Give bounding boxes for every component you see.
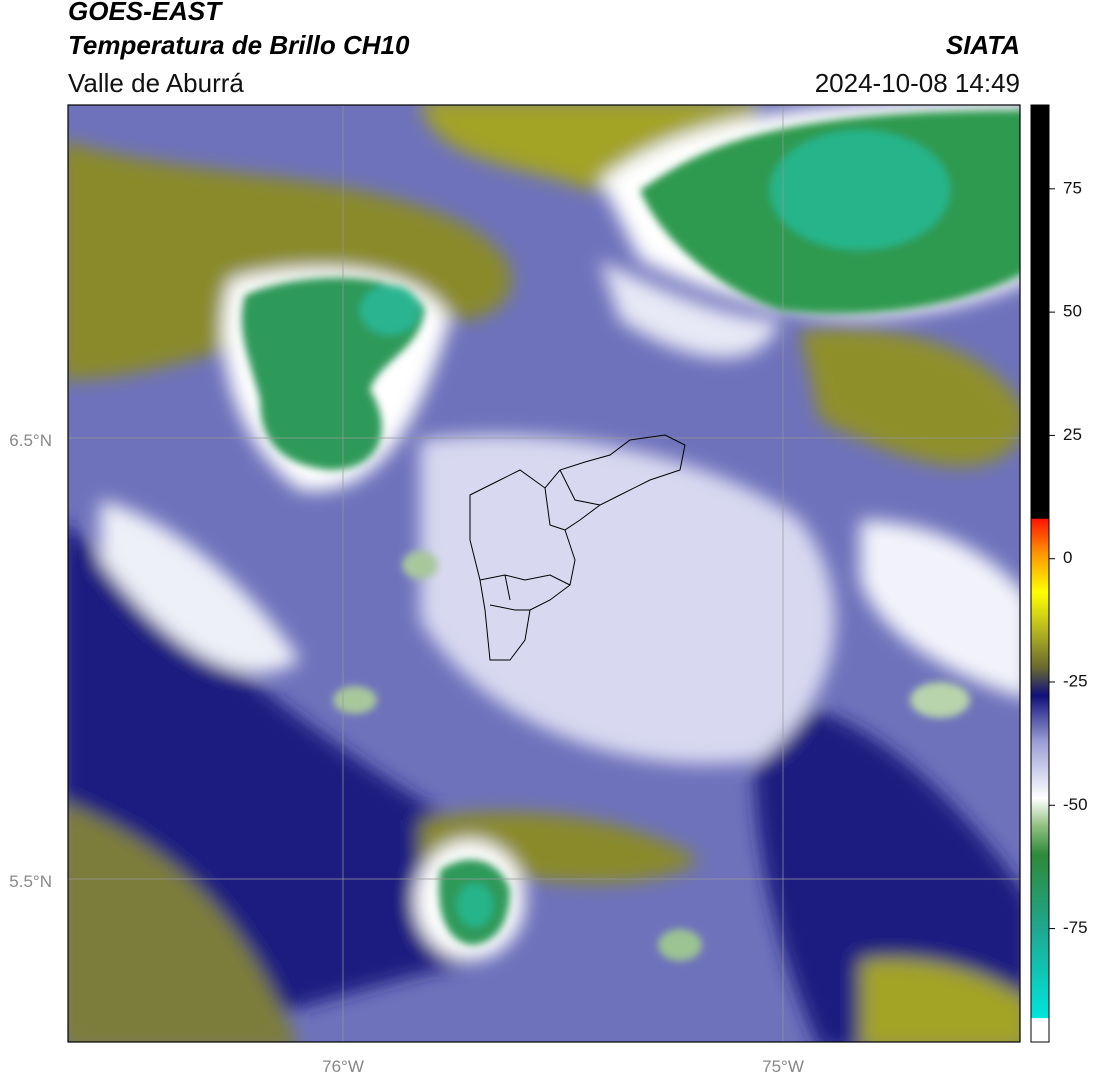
lat-label: 6.5°N (9, 431, 52, 450)
colorbar-tick-label: 25 (1063, 425, 1082, 444)
colorbar-tick-label: -75 (1063, 918, 1088, 937)
lat-label: 5.5°N (9, 872, 52, 891)
colorbar-tick-label: 50 (1063, 302, 1082, 321)
colorbar (1030, 104, 1050, 1043)
subtitle: Temperatura de Brillo CH10 (68, 30, 410, 60)
colorbar-tick-label: 75 (1063, 178, 1082, 197)
satellite-image (68, 105, 1020, 1042)
datetime: 2024-10-08 14:49 (815, 68, 1020, 98)
colorbar-tick-label: -25 (1063, 671, 1088, 690)
title: GOES-EAST (68, 0, 223, 26)
lon-label: 76°W (322, 1057, 364, 1076)
lon-label: 75°W (762, 1057, 804, 1076)
region: Valle de Aburrá (68, 68, 244, 98)
colorbar-tick-label: 0 (1063, 548, 1072, 567)
source: SIATA (946, 30, 1020, 60)
plot-frame (67, 104, 1021, 1043)
colorbar-tick-label: -50 (1063, 795, 1088, 814)
municipal-boundaries (469, 434, 686, 661)
